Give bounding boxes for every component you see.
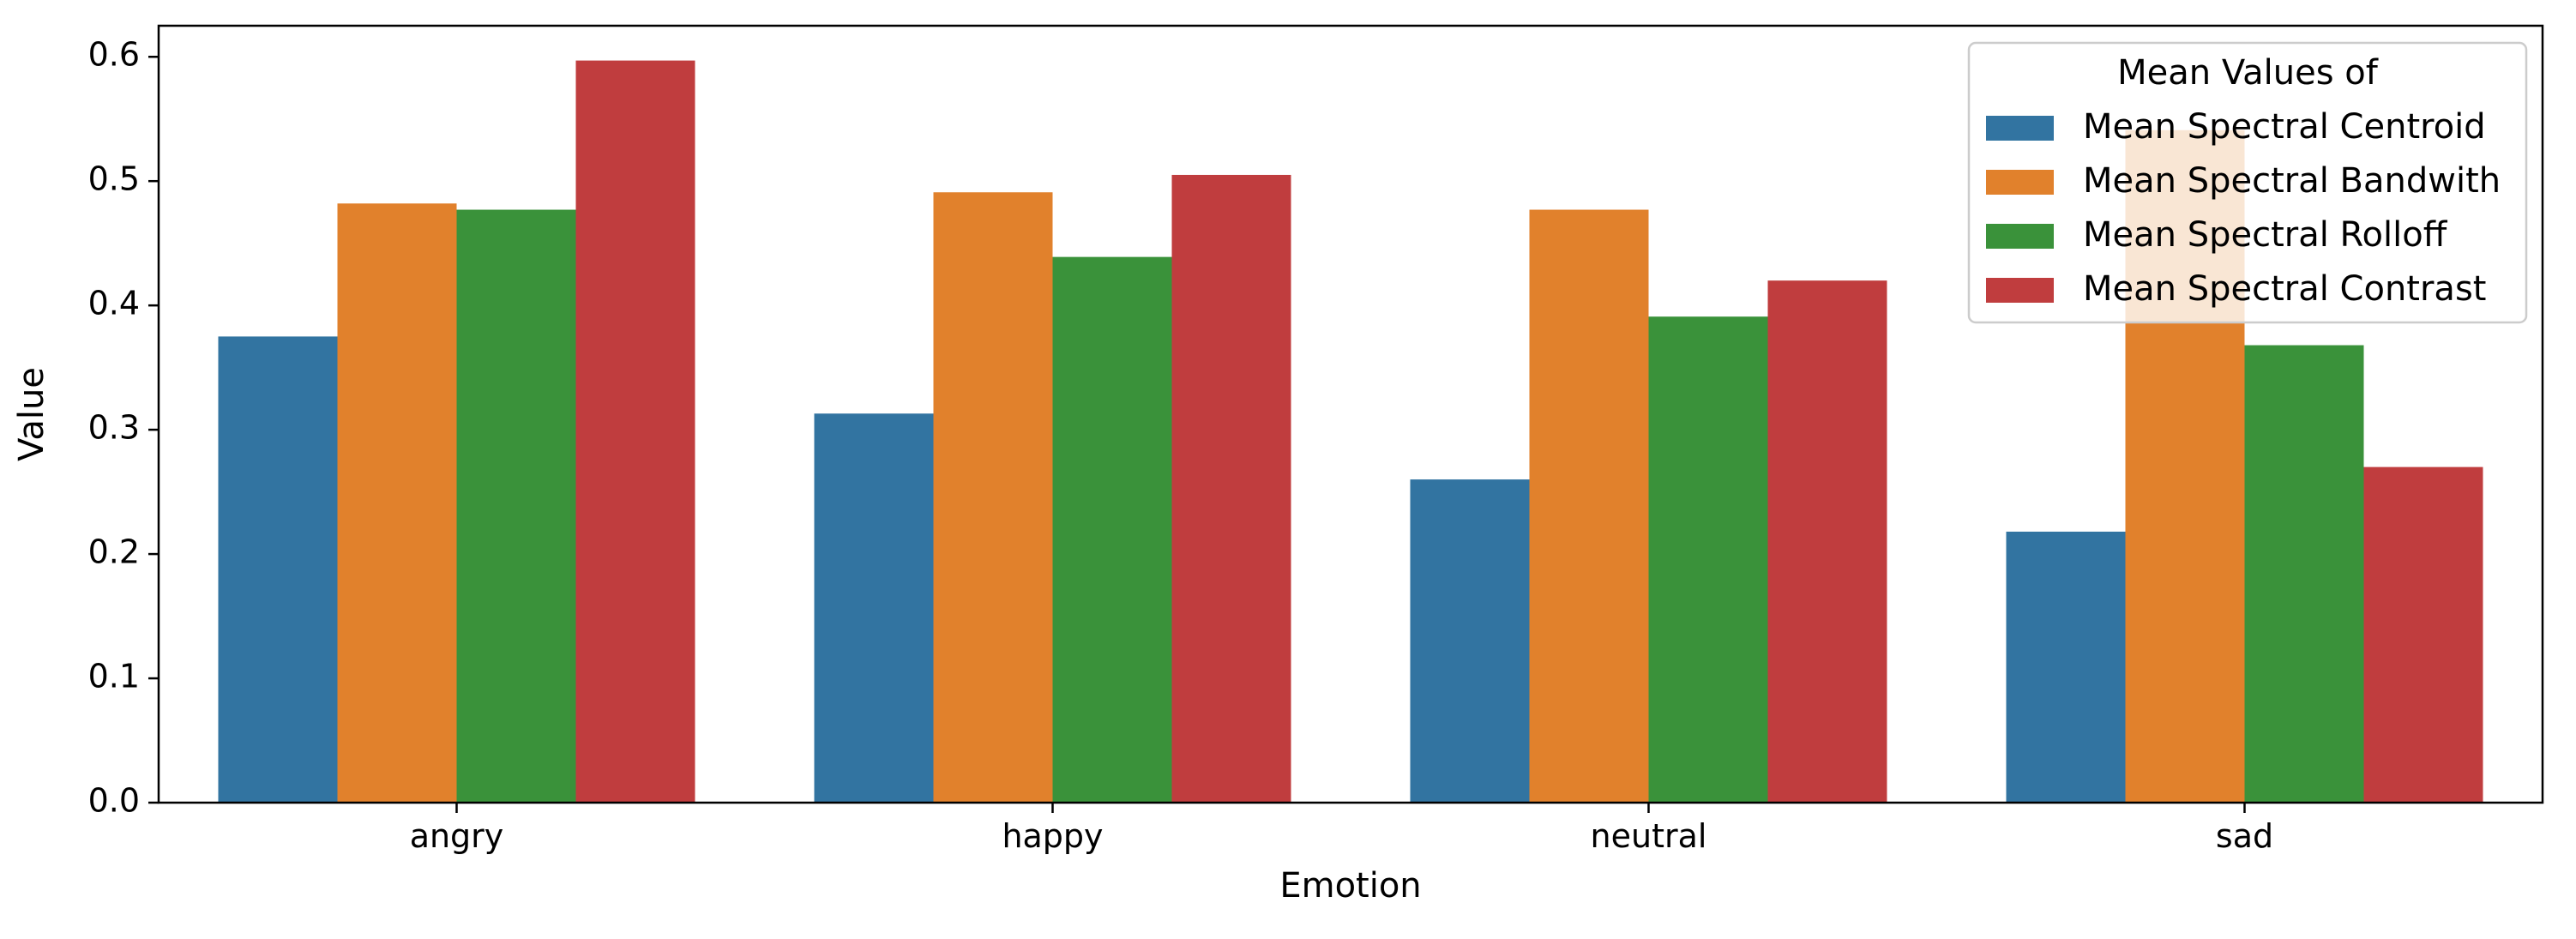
bar-happy-2 (933, 192, 1053, 803)
legend-label-2: Mean Spectral Bandwith (2083, 161, 2501, 201)
legend-label-1: Mean Spectral Centroid (2083, 107, 2486, 147)
axes-group: 0.0 0.1 0.2 0.3 0.4 0.5 0.6 angry happy neutral sa… (12, 24, 2544, 906)
legend-label-4: Mean Spectral Contrast (2083, 269, 2486, 309)
bar-sad-4 (2363, 466, 2483, 803)
bar-happy-4 (1171, 174, 1291, 803)
bar-neutral-1 (1410, 479, 1530, 803)
bar-sad-3 (2244, 345, 2364, 803)
legend-swatch-3 (1986, 224, 2054, 249)
bar-happy-3 (1052, 256, 1172, 803)
x-tick-label-sad: sad (2216, 817, 2273, 855)
y-tick-label: 0.4 (88, 285, 140, 322)
y-axis-label: Value (12, 367, 51, 461)
legend-swatch-2 (1986, 170, 2054, 195)
bar-neutral-4 (1767, 280, 1887, 803)
bar-angry-2 (337, 203, 457, 804)
bars-group (218, 60, 2483, 804)
y-tick-label: 0.1 (88, 658, 140, 695)
x-tick-label-neutral: neutral (1591, 817, 1707, 855)
x-tick-label-angry: angry (410, 817, 504, 855)
bar-angry-1 (218, 336, 338, 803)
bar-angry-3 (456, 209, 576, 804)
legend-label-3: Mean Spectral Rolloff (2083, 215, 2448, 255)
legend-title: Mean Values of (2117, 53, 2379, 93)
plot-frame (157, 24, 2544, 804)
y-tick-label: 0.0 (88, 782, 140, 820)
legend-swatch-1 (1986, 116, 2054, 141)
legend-box (1967, 41, 2528, 324)
legend: Mean Values of Mean Spectral Centroid Mean… (1967, 41, 2528, 324)
bar-happy-1 (814, 413, 934, 803)
y-tick-label: 0.5 (88, 160, 140, 198)
legend-swatch-4 (1986, 278, 2054, 303)
bar-neutral-2 (1529, 209, 1649, 804)
y-tick-label: 0.6 (88, 36, 140, 74)
y-tick-label: 0.3 (88, 409, 140, 447)
x-axis-label: Emotion (1279, 866, 1421, 906)
y-tick-label: 0.2 (88, 533, 140, 571)
bar-angry-4 (575, 60, 695, 804)
bar-neutral-3 (1648, 316, 1768, 804)
x-tick-label-happy: happy (1002, 817, 1103, 855)
bar-sad-1 (2006, 531, 2126, 803)
